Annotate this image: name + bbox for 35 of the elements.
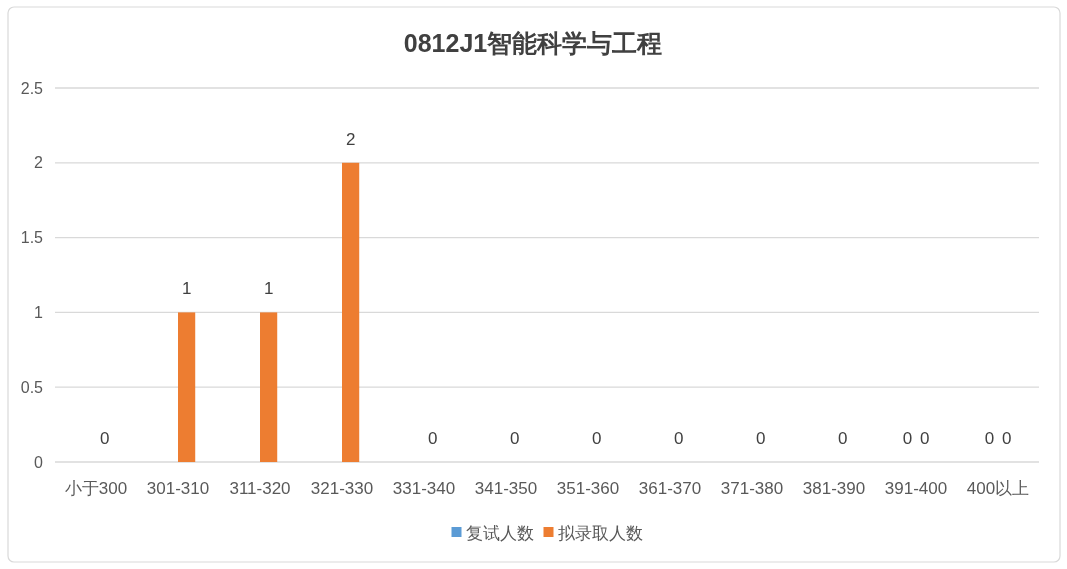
x-tick-label: 小于300: [64, 479, 128, 498]
x-tick-label: 391-400: [884, 479, 948, 498]
y-tick-label: 0: [34, 453, 44, 471]
y-tick-label: 0.5: [20, 378, 44, 396]
y-tick-label: 2: [34, 154, 44, 172]
data-label: 2: [345, 129, 356, 149]
legend-label: 拟录取人数: [557, 524, 643, 543]
data-label: 1: [263, 279, 274, 299]
data-label: 0: [427, 429, 438, 448]
data-label: 0: [837, 429, 848, 448]
x-tick-label: 371-380: [720, 479, 784, 498]
x-tick-label: 331-340: [392, 479, 456, 498]
data-label: 0: [673, 429, 684, 448]
x-tick-label: 311-320: [229, 479, 291, 498]
data-label: 0: [591, 429, 602, 448]
data-label: 0: [509, 429, 520, 448]
data-label: 1: [181, 279, 192, 299]
data-label: 0: [755, 429, 766, 448]
x-tick-label: 341-350: [474, 479, 538, 498]
x-tick-label: 400以上: [966, 479, 1030, 498]
y-tick-label: 1.5: [20, 229, 44, 247]
x-tick-label: 301-310: [146, 479, 210, 498]
y-tick-label: 1: [34, 304, 44, 321]
legend-label: 复试人数: [465, 524, 534, 543]
data-label: 0: [99, 429, 110, 448]
y-tick-label: 2.5: [20, 79, 44, 97]
data-label: 0: [919, 429, 930, 448]
x-tick-label: 381-390: [802, 479, 866, 498]
data-label: 0: [1001, 429, 1012, 448]
x-tick-label: 361-370: [638, 479, 702, 498]
x-tick-label: 351-360: [556, 479, 620, 498]
data-label: 0: [902, 429, 913, 448]
data-label: 0: [984, 429, 995, 448]
chart-title: 0812J1智能科学与工程: [403, 29, 663, 57]
x-tick-label: 321-330: [310, 479, 374, 498]
